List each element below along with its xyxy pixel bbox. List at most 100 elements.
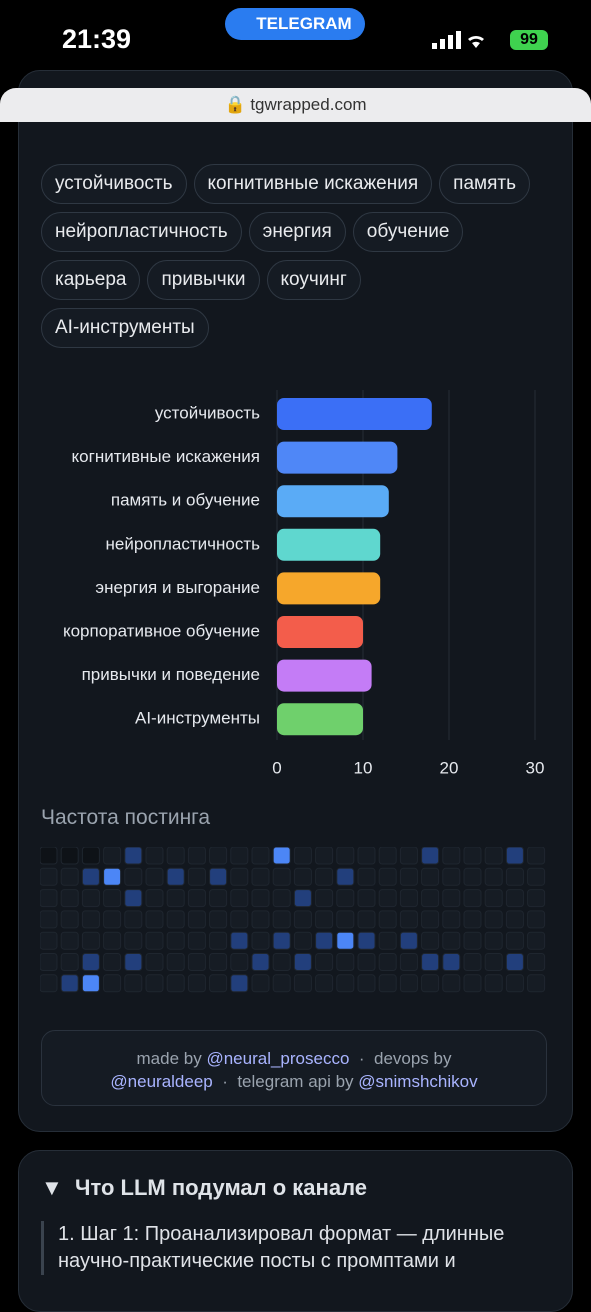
bar: [277, 703, 363, 736]
section-header[interactable]: ▼ Что LLM подумал о канале: [41, 1175, 367, 1201]
api-link[interactable]: @snimshchikov: [358, 1072, 478, 1091]
heat-cell: [103, 910, 122, 929]
heat-cell: [442, 847, 461, 865]
tag[interactable]: когнитивные искажения: [193, 164, 433, 204]
bar: [277, 528, 381, 561]
heat-cell: [251, 847, 270, 865]
heat-cell: [399, 867, 418, 886]
heat-cell: [60, 931, 79, 950]
heat-cell: [527, 953, 546, 971]
heat-cell: [209, 953, 228, 971]
heat-cell: [40, 953, 58, 971]
heat-cell: [505, 847, 524, 865]
heat-cell: [187, 931, 206, 950]
y-tick-label: нейропластичность: [106, 534, 261, 553]
heat-cell: [293, 847, 312, 865]
heat-cell: [251, 974, 270, 993]
heat-cell: [484, 847, 503, 865]
heat-cell: [421, 931, 440, 950]
y-tick-label: память и обучение: [111, 491, 260, 510]
heat-cell: [60, 867, 79, 886]
heat-cell: [103, 889, 122, 908]
heat-cell: [166, 847, 185, 865]
heat-cell: [399, 931, 418, 950]
heat-cell: [166, 931, 185, 950]
tag[interactable]: нейропластичность: [41, 212, 242, 252]
heat-cell: [187, 847, 206, 865]
heat-cell: [293, 867, 312, 886]
heat-cell: [527, 910, 546, 929]
tag[interactable]: AI-инструменты: [41, 308, 209, 348]
tag[interactable]: память: [439, 164, 530, 204]
tag[interactable]: энергия: [248, 212, 346, 252]
heat-cell: [81, 910, 100, 929]
heat-cell: [124, 953, 143, 971]
y-tick-label: AI-инструменты: [135, 709, 260, 728]
heat-cell: [315, 847, 334, 865]
heat-cell: [357, 847, 376, 865]
tag[interactable]: устойчивость: [41, 164, 187, 204]
heat-cell: [293, 953, 312, 971]
heat-cell: [272, 867, 291, 886]
devops-link[interactable]: @neuraldeep: [110, 1072, 213, 1091]
url-bar[interactable]: 🔒 tgwrapped.com: [0, 88, 591, 122]
bar: [277, 398, 432, 430]
bar: [277, 659, 372, 692]
signal-icons: [432, 31, 484, 49]
heat-cell: [209, 910, 228, 929]
heat-cell: [103, 847, 122, 865]
heat-cell: [81, 931, 100, 950]
heat-cell: [40, 889, 58, 908]
heat-cell: [209, 847, 228, 865]
heat-cell: [124, 867, 143, 886]
heat-cell: [484, 974, 503, 993]
app-pill[interactable]: TELEGRAM: [225, 8, 365, 40]
heat-cell: [230, 931, 249, 950]
bar: [277, 441, 398, 474]
heat-cell: [315, 974, 334, 993]
heat-cell: [187, 889, 206, 908]
heat-cell: [505, 931, 524, 950]
tag[interactable]: карьера: [41, 260, 141, 300]
heat-cell: [60, 974, 79, 993]
heat-cell: [293, 889, 312, 908]
heat-cell: [209, 931, 228, 950]
tag[interactable]: обучение: [352, 212, 464, 252]
app-name: TELEGRAM: [256, 14, 352, 33]
heat-cell: [463, 974, 482, 993]
separator: ·: [358, 1049, 365, 1068]
heat-cell: [40, 931, 58, 950]
heat-cell: [81, 889, 100, 908]
heat-cell: [463, 889, 482, 908]
heat-cell: [315, 953, 334, 971]
llm-card: ▼ Что LLM подумал о канале 1. Шаг 1: Про…: [18, 1150, 573, 1312]
heat-cell: [145, 910, 164, 929]
heat-cell: [505, 889, 524, 908]
tag[interactable]: коучинг: [266, 260, 361, 300]
heat-cell: [421, 910, 440, 929]
section-item: 1. Шаг 1: Проанализировал формат — длинн…: [41, 1221, 558, 1275]
status-bar: 21:39 TELEGRAM 99: [0, 0, 591, 80]
heat-cell: [103, 867, 122, 886]
heat-cell: [40, 974, 58, 993]
heat-cell: [272, 889, 291, 908]
heat-cell: [421, 974, 440, 993]
heat-cell: [463, 953, 482, 971]
heat-cell: [399, 953, 418, 971]
tag[interactable]: привычки: [147, 260, 260, 300]
heat-cell: [357, 974, 376, 993]
heat-cell: [103, 974, 122, 993]
y-tick-label: когнитивные искажения: [72, 447, 260, 466]
section-title: Что LLM подумал о канале: [75, 1175, 367, 1200]
y-tick-label: энергия и выгорание: [95, 578, 260, 597]
tag-list: устойчивость когнитивные искажения память н…: [41, 164, 541, 356]
heat-cell: [166, 889, 185, 908]
heat-cell: [336, 847, 355, 865]
heat-cell: [484, 931, 503, 950]
heat-cell: [421, 847, 440, 865]
heat-cell: [399, 889, 418, 908]
heat-cell: [124, 910, 143, 929]
time: 21:39: [62, 24, 132, 54]
author-link[interactable]: @neural_prosecco: [206, 1049, 350, 1068]
heat-cell: [484, 953, 503, 971]
